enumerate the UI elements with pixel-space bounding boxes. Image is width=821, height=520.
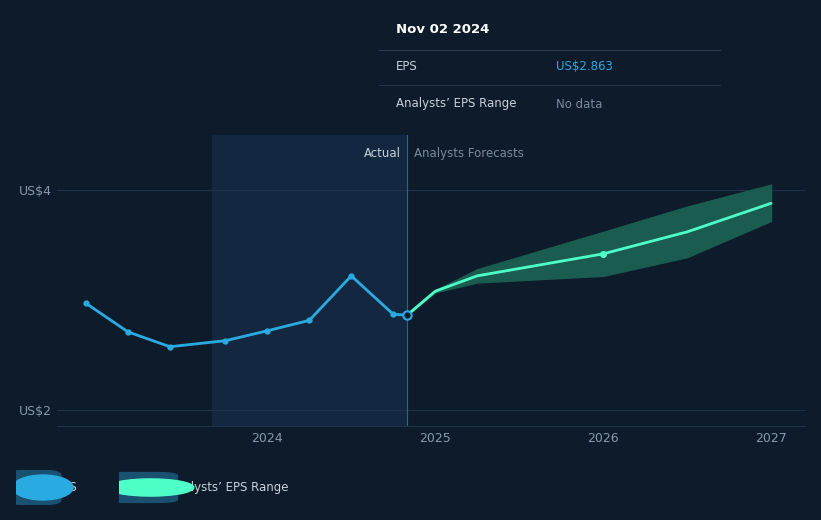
Text: US$2.863: US$2.863 (557, 60, 613, 73)
Text: No data: No data (557, 98, 603, 110)
Text: EPS: EPS (56, 481, 78, 494)
Text: Actual: Actual (364, 147, 401, 160)
Text: Analysts Forecasts: Analysts Forecasts (414, 147, 524, 160)
Circle shape (12, 475, 73, 500)
Text: Nov 02 2024: Nov 02 2024 (397, 22, 489, 35)
Text: Analysts’ EPS Range: Analysts’ EPS Range (168, 481, 289, 494)
Circle shape (108, 479, 194, 496)
Text: EPS: EPS (397, 60, 418, 73)
FancyBboxPatch shape (103, 472, 178, 503)
Bar (212, 135, 407, 426)
Text: Analysts’ EPS Range: Analysts’ EPS Range (397, 98, 517, 110)
FancyBboxPatch shape (7, 470, 62, 505)
